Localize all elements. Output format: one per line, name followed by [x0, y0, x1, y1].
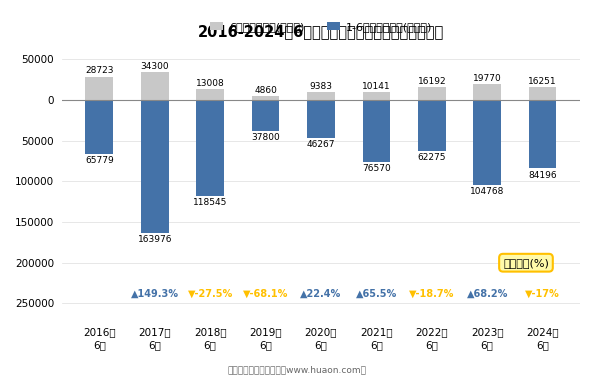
Text: 制图：华经产业研究院（www.huaon.com）: 制图：华经产业研究院（www.huaon.com） [228, 365, 367, 374]
Text: ▲149.3%: ▲149.3% [131, 289, 178, 299]
Bar [252, 96, 280, 100]
Bar [362, 92, 390, 100]
Bar [86, 77, 113, 100]
Bar [418, 87, 446, 100]
Text: 118545: 118545 [193, 199, 227, 208]
Text: ▼-68.1%: ▼-68.1% [243, 289, 288, 299]
Bar [529, 87, 556, 100]
Text: 同比增速(%): 同比增速(%) [503, 258, 549, 268]
Text: ▲65.5%: ▲65.5% [356, 289, 397, 299]
Text: 13008: 13008 [196, 79, 224, 88]
Text: 19770: 19770 [473, 74, 502, 83]
Bar [418, 100, 446, 151]
Bar [474, 100, 501, 185]
Bar [474, 84, 501, 100]
Text: 46267: 46267 [306, 139, 335, 149]
Text: 62275: 62275 [418, 153, 446, 162]
Text: 104768: 104768 [470, 187, 505, 196]
Text: ▼-18.7%: ▼-18.7% [409, 289, 455, 299]
Text: ▼-17%: ▼-17% [525, 289, 560, 299]
Text: 65779: 65779 [85, 156, 114, 165]
Bar [141, 100, 168, 233]
Bar [529, 100, 556, 168]
Legend: 6月进出口总额(万美元), 1-6月进出口总额(万美元): 6月进出口总额(万美元), 1-6月进出口总额(万美元) [206, 17, 436, 36]
Bar [196, 100, 224, 196]
Text: 84196: 84196 [528, 171, 557, 179]
Text: 4860: 4860 [254, 86, 277, 95]
Text: ▲68.2%: ▲68.2% [466, 289, 508, 299]
Text: 16251: 16251 [528, 77, 557, 85]
Text: 163976: 163976 [137, 235, 172, 244]
Text: ▲22.4%: ▲22.4% [300, 289, 342, 299]
Bar [307, 100, 335, 138]
Bar [86, 100, 113, 153]
Text: 76570: 76570 [362, 164, 391, 173]
Bar [252, 100, 280, 131]
Text: 9383: 9383 [309, 82, 333, 91]
Bar [196, 89, 224, 100]
Text: 10141: 10141 [362, 82, 391, 91]
Text: 28723: 28723 [85, 67, 114, 75]
Text: 37800: 37800 [251, 133, 280, 142]
Text: ▼-27.5%: ▼-27.5% [187, 289, 233, 299]
Title: 2016-2024年6月深圳机场保税物流中心进出口总额: 2016-2024年6月深圳机场保税物流中心进出口总额 [198, 24, 444, 39]
Text: 16192: 16192 [418, 77, 446, 86]
Bar [362, 100, 390, 162]
Text: 34300: 34300 [140, 62, 169, 71]
Bar [307, 92, 335, 100]
Bar [141, 72, 168, 100]
